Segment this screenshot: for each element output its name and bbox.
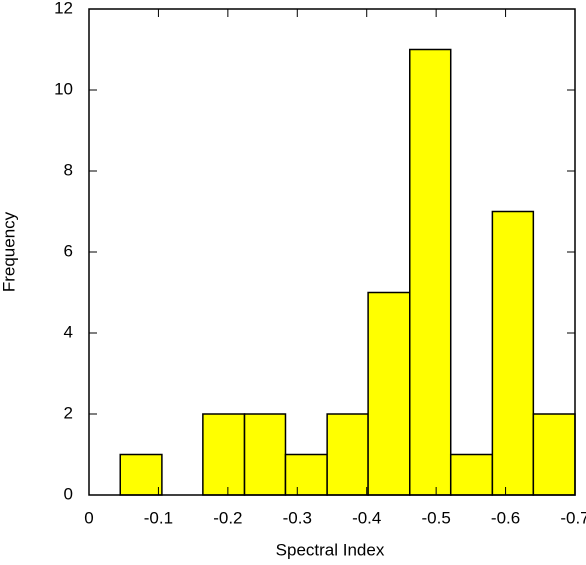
x-tick-label: -0.4: [352, 508, 381, 527]
histogram-bar: [284, 453, 328, 496]
histogram-bar: [532, 413, 576, 496]
y-tick-label: 0: [64, 484, 73, 503]
x-tick-label: -0.3: [283, 508, 312, 527]
x-axis-label: Spectral Index: [276, 540, 385, 559]
y-tick-label: 2: [64, 403, 73, 422]
x-tick-label: -0.1: [144, 508, 173, 527]
histogram-bar: [491, 210, 535, 496]
y-axis-label: Frequency: [0, 211, 18, 292]
histogram-bar: [449, 453, 494, 496]
x-tick-label: -0.7: [560, 508, 586, 527]
x-tick-label: -0.6: [491, 508, 520, 527]
histogram-bar: [243, 413, 287, 496]
y-tick-label: 6: [64, 241, 73, 260]
x-tick-label: -0.2: [213, 508, 242, 527]
histogram-bar: [119, 453, 163, 496]
y-tick-label: 8: [64, 160, 73, 179]
y-tick-label: 10: [54, 79, 73, 98]
histogram-bar: [202, 413, 246, 496]
histogram-bar: [367, 291, 411, 496]
x-tick-label: 0: [84, 508, 93, 527]
plot-frame: [88, 8, 576, 496]
x-tick-label: -0.5: [421, 508, 450, 527]
histogram-bar: [409, 48, 452, 496]
histogram-bar: [326, 413, 369, 496]
y-tick-label: 4: [64, 322, 73, 341]
y-tick-label: 12: [54, 0, 73, 17]
